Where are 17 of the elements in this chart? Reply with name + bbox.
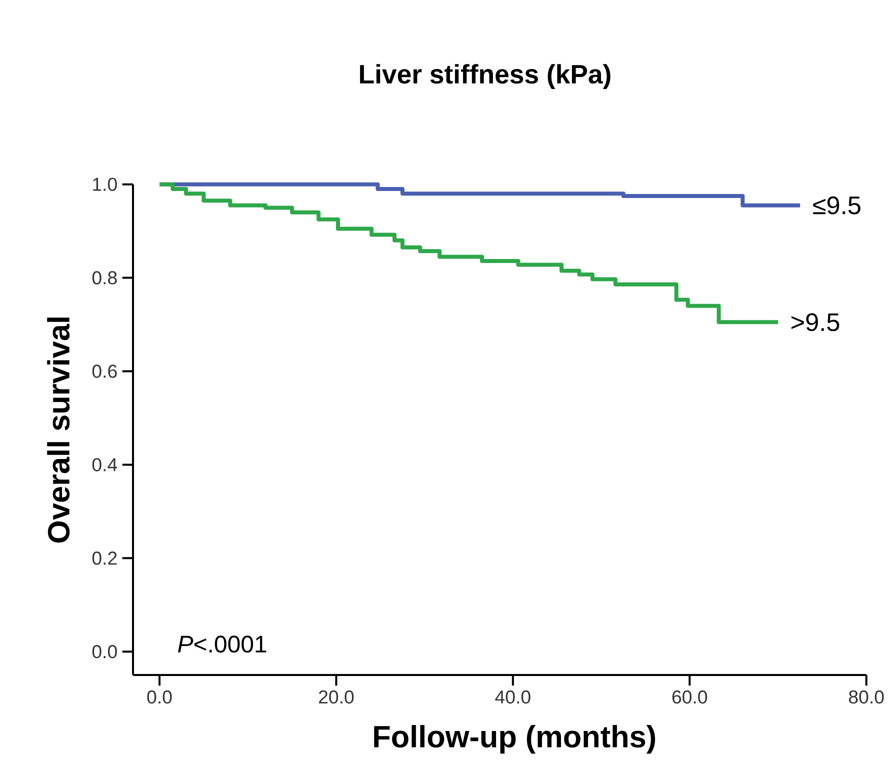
annotation: P<.0001 [178, 636, 266, 653]
y-axis-title: Overall survival [47, 318, 70, 543]
y-tick-label: 0.6 [92, 364, 117, 378]
x-tick-label: 40.0 [495, 690, 530, 704]
series-label: >9.5 [792, 313, 840, 332]
y-tick-label: 0.2 [92, 552, 117, 565]
x-tick-label: 0.0 [147, 690, 172, 704]
x-axis-title: Follow-up (months) [374, 725, 656, 754]
series-label: ≤9.5 [813, 196, 860, 214]
x-tick-label: 20.0 [318, 690, 354, 704]
x-tick-label: 60.0 [672, 690, 708, 704]
y-tick-label: 1.0 [93, 178, 117, 191]
x-tick-label: 80.0 [848, 690, 884, 704]
y-tick-label: 0.4 [92, 458, 118, 472]
y-tick-label: 0.0 [92, 645, 117, 658]
y-tick-label: 0.8 [92, 271, 117, 284]
chart-title: Liver stiffness (kPa) [360, 64, 610, 89]
